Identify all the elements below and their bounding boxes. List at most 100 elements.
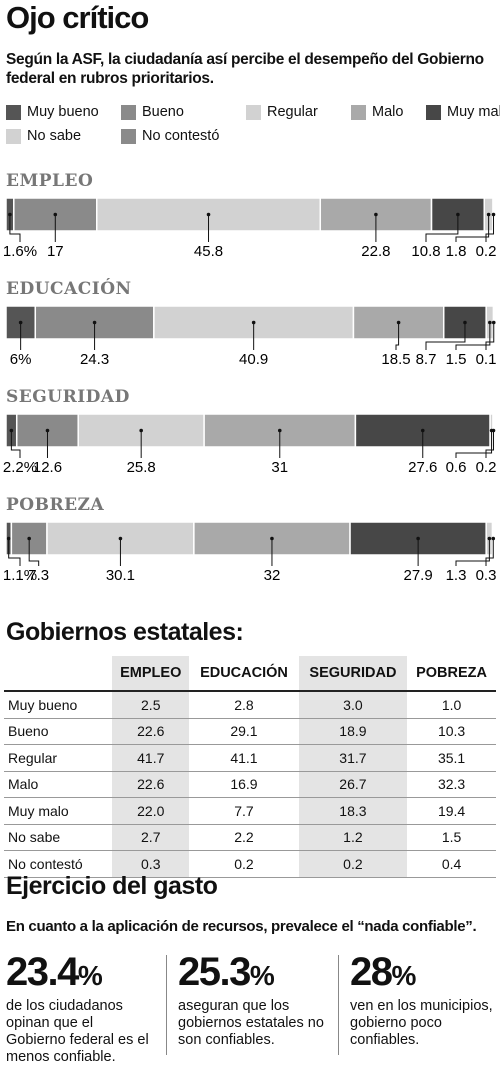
legend-item: Bueno	[121, 104, 184, 120]
value-label: 7.3	[28, 567, 49, 584]
legend-label: Regular	[267, 104, 318, 120]
separator	[338, 955, 339, 1055]
legend-label: Muy bueno	[27, 104, 99, 120]
leader-dot	[139, 428, 143, 433]
section-title: Ejercicio del gasto	[6, 872, 218, 900]
stat-value: 25.3	[178, 950, 251, 994]
value-label: 45.8	[194, 243, 223, 260]
leader-dot	[270, 536, 274, 541]
cell: 0.2	[189, 850, 299, 878]
value-label: 32	[264, 567, 281, 584]
cell: 1.5	[407, 824, 496, 851]
row-label: Muy bueno	[4, 691, 113, 719]
row-label: Regular	[4, 744, 113, 772]
stat-number: 25.3%	[178, 950, 328, 998]
cell: 10.3	[407, 718, 496, 745]
column-header: EDUCACIÓN	[189, 656, 299, 692]
value-label: 0.2	[476, 243, 497, 260]
table-row: Muy malo 22.0 7.7 18.3 19.4	[4, 797, 496, 825]
cell: 7.7	[189, 797, 299, 825]
cell: 22.6	[112, 771, 190, 798]
legend-item: Regular	[246, 104, 318, 120]
stat: 23.4% de los ciudadanos opinan que el Gob…	[6, 950, 156, 1066]
value-label: 0.3	[476, 567, 497, 584]
leader-dot	[491, 536, 496, 541]
leader-line	[455, 214, 490, 242]
value-label: 1.3	[446, 567, 467, 584]
value-label: 22.8	[361, 243, 390, 260]
leader-dot	[487, 536, 492, 541]
leader-dot	[251, 320, 256, 325]
leader-line	[10, 430, 21, 458]
legend-swatch	[246, 104, 261, 120]
table-row: Bueno 22.6 29.1 18.9 10.3	[4, 718, 496, 745]
legend-swatch	[121, 104, 136, 120]
value-label: 27.9	[404, 567, 433, 584]
leader-dot	[463, 320, 467, 325]
row-label: Muy malo	[4, 797, 113, 825]
value-label: 27.6	[408, 459, 437, 476]
legend-label: Muy malo	[447, 104, 500, 120]
stat-value: 28	[350, 950, 393, 994]
row-label: No sabe	[4, 824, 113, 851]
legend-label: No contestó	[142, 128, 220, 144]
leader-dot	[456, 212, 460, 217]
table: EMPLEO EDUCACIÓN SEGURIDAD POBREZA Muy bueno…	[4, 656, 496, 878]
column-header: POBREZA	[407, 656, 496, 692]
title: Ojo crítico	[6, 0, 149, 35]
value-label: 17	[47, 243, 64, 260]
leader-line	[28, 538, 40, 566]
row-label: No contestó	[4, 850, 113, 878]
stat-text: de los ciudadanos opinan que el Gobierno…	[6, 998, 149, 1065]
leader-dot	[486, 212, 491, 217]
leader-line	[485, 538, 494, 566]
header-row: EMPLEO EDUCACIÓN SEGURIDAD POBREZA	[4, 656, 496, 692]
cell: 35.1	[407, 744, 496, 772]
stat-number: 28%	[350, 950, 500, 998]
cell: 0.3	[112, 850, 190, 878]
legend-swatch	[351, 104, 366, 120]
cell: 16.9	[189, 771, 299, 798]
stat-text: aseguran que los gobiernos estatales no …	[178, 998, 324, 1048]
chart-title: SEGURIDAD	[6, 387, 130, 407]
value-label: 40.9	[239, 351, 268, 368]
legend-label: Bueno	[142, 104, 184, 120]
leader-dot	[9, 428, 14, 433]
cell: 31.7	[298, 744, 408, 772]
cell: 29.1	[189, 718, 299, 745]
stat-unit: %	[77, 960, 103, 991]
value-label: 12.6	[33, 459, 62, 476]
leader-dot	[92, 320, 97, 325]
legend-swatch	[121, 128, 136, 144]
table-row: Regular 41.7 41.1 31.7 35.1	[4, 744, 496, 772]
table-title: Gobiernos estatales:	[6, 618, 244, 646]
legend-swatch	[6, 104, 21, 120]
column-header: SEGURIDAD	[298, 656, 408, 692]
table-row: No contestó 0.3 0.2 0.2 0.4	[4, 850, 496, 878]
cell: 26.7	[298, 771, 408, 798]
table-row: No sabe 2.7 2.2 1.2 1.5	[4, 824, 496, 851]
leader-dot	[118, 536, 123, 541]
cell: 18.9	[298, 718, 408, 745]
leader-dot	[27, 536, 31, 541]
chart-title: EDUCACIÓN	[6, 278, 132, 299]
value-label: 30.1	[106, 567, 135, 584]
chart-title: EMPLEO	[6, 172, 93, 191]
leader-line	[455, 538, 490, 566]
value-label: 1.1%	[3, 567, 37, 584]
stat: 28% ven en los municipios, gobierno poco …	[350, 950, 500, 1049]
cell: 3.0	[298, 691, 408, 719]
legend-item: Malo	[351, 104, 403, 120]
row-label: Malo	[4, 771, 113, 798]
corner	[4, 656, 113, 692]
cell: 22.0	[112, 797, 190, 825]
section-subtitle: En cuanto a la aplicación de recursos, p…	[6, 918, 477, 935]
leader-dot	[277, 428, 282, 433]
value-label: 0.1	[476, 351, 497, 368]
stat-value: 23.4	[6, 950, 79, 994]
cell: 2.2	[189, 824, 299, 851]
stat: 25.3% aseguran que los gobiernos estatale…	[178, 950, 328, 1049]
value-label: 1.6%	[3, 243, 37, 260]
table-row: Muy bueno 2.5 2.8 3.0 1.0	[4, 691, 496, 719]
